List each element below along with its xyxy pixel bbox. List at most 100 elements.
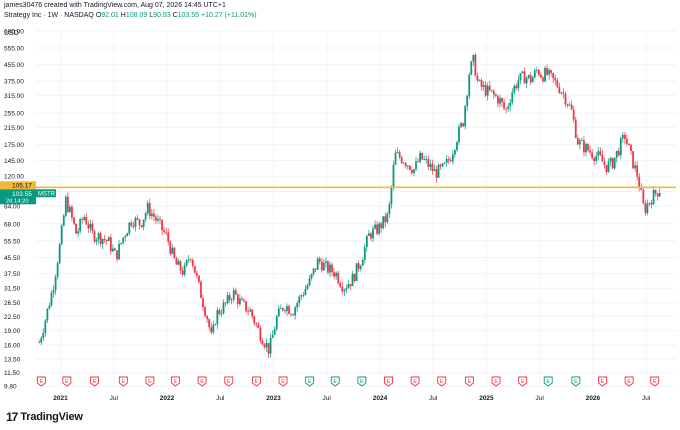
- earnings-marker-label: E: [227, 379, 231, 385]
- candle-body: [93, 231, 96, 242]
- candle-body: [390, 186, 393, 205]
- candle-body: [290, 313, 292, 315]
- y-tick-label: 455.00: [4, 62, 24, 69]
- candle-body: [419, 152, 421, 162]
- ohlc-legend: Strategy Inc · 1W · NASDAQ O92.01 H108.0…: [4, 12, 257, 19]
- earnings-marker[interactable]: E: [571, 376, 581, 387]
- price-axis[interactable]: 680.00 555.00 455.00 375.00 315.00 255.00 215.…: [4, 29, 24, 391]
- candle-body: [155, 216, 157, 221]
- candle-body: [281, 308, 284, 311]
- tradingview-brand[interactable]: 17 TradingView: [6, 410, 83, 424]
- earnings-marker-shape: [491, 376, 501, 387]
- candle-body: [413, 169, 415, 174]
- candle-body: [441, 163, 444, 167]
- earnings-marker-label: E: [174, 379, 178, 385]
- candle-body: [181, 270, 184, 275]
- price-chart[interactable]: 680.00 555.00 455.00 375.00 315.00 255.00 215.…: [0, 0, 680, 405]
- earnings-marker[interactable]: E: [171, 376, 180, 387]
- candle-body: [458, 126, 460, 143]
- candle-body: [574, 119, 577, 138]
- candle-body: [464, 106, 467, 127]
- earnings-marker[interactable]: E: [384, 376, 393, 387]
- candle-body: [306, 285, 309, 290]
- earnings-marker[interactable]: E: [90, 376, 100, 387]
- candle-body: [267, 343, 270, 354]
- earnings-marker[interactable]: E: [624, 376, 634, 387]
- candle-body: [456, 142, 458, 151]
- candle-body: [648, 202, 651, 204]
- candle-body: [484, 85, 487, 96]
- candle-body: [46, 308, 49, 321]
- earnings-marker[interactable]: E: [330, 376, 340, 387]
- candle-body: [216, 310, 219, 325]
- earnings-marker[interactable]: E: [518, 376, 528, 387]
- candle-body: [42, 332, 45, 339]
- candle-body: [380, 223, 383, 229]
- earnings-marker[interactable]: E: [650, 376, 660, 387]
- candle-body: [247, 311, 249, 313]
- time-axis[interactable]: 2021 Jul 2022 Jul 2023 Jul 2024 Jul 2025 Jul 2026 J…: [53, 395, 651, 402]
- candle-body: [425, 159, 428, 160]
- candle-body: [200, 281, 202, 299]
- candle-body: [62, 215, 65, 226]
- earnings-marker[interactable]: E: [543, 376, 553, 387]
- candle-body: [277, 308, 280, 317]
- earnings-marker[interactable]: E: [464, 376, 474, 387]
- candle-body: [431, 163, 434, 171]
- candle-body: [372, 228, 374, 239]
- candle-body: [394, 152, 397, 165]
- candle-body: [644, 203, 647, 213]
- earnings-marker[interactable]: E: [197, 376, 207, 387]
- x-tick-label: 2022: [160, 395, 175, 402]
- earnings-marker-shape: [330, 376, 340, 387]
- candle-body: [97, 233, 100, 240]
- candle-body: [351, 274, 354, 287]
- earnings-marker[interactable]: E: [437, 376, 447, 387]
- candle-body: [60, 225, 63, 245]
- earnings-marker[interactable]: E: [357, 376, 367, 387]
- earnings-marker[interactable]: E: [118, 376, 128, 387]
- earnings-marker[interactable]: E: [36, 376, 46, 387]
- candle-body: [316, 258, 319, 270]
- earnings-marker[interactable]: E: [598, 376, 607, 387]
- candle-body: [148, 203, 151, 217]
- candle-body: [226, 295, 229, 304]
- earnings-marker[interactable]: E: [251, 376, 261, 387]
- candle-body: [640, 187, 643, 190]
- candle-body: [208, 319, 211, 328]
- candle-body: [415, 161, 417, 170]
- candle-body: [189, 259, 192, 261]
- candle-body: [630, 145, 632, 152]
- candle-body: [359, 265, 362, 269]
- earnings-marker[interactable]: E: [278, 376, 288, 387]
- change-value: +10.27 (+11.01%): [201, 12, 257, 19]
- candle-body: [232, 290, 235, 300]
- candle-body: [167, 232, 170, 242]
- candle-body: [335, 272, 338, 277]
- instrument-name[interactable]: Strategy Inc · 1W · NASDAQ: [4, 12, 94, 19]
- candle-body: [617, 150, 620, 156]
- candle-body: [445, 158, 448, 163]
- candle-body: [288, 306, 290, 314]
- earnings-marker[interactable]: E: [410, 376, 420, 387]
- earnings-marker[interactable]: E: [491, 376, 501, 387]
- earnings-marker[interactable]: E: [305, 376, 315, 387]
- candle-body: [292, 314, 295, 316]
- candle-body: [152, 213, 155, 217]
- earnings-marker[interactable]: E: [62, 376, 72, 387]
- candle-body: [564, 93, 567, 105]
- candle-body: [517, 80, 520, 89]
- earnings-marker-shape: [571, 376, 581, 387]
- candle-body: [341, 286, 344, 292]
- candle-body: [619, 138, 622, 156]
- earnings-marker[interactable]: E: [145, 376, 155, 387]
- close-label: C: [172, 12, 178, 19]
- candle-body: [474, 54, 477, 76]
- candle-body: [650, 202, 653, 205]
- candle-body: [75, 223, 77, 234]
- earnings-marker[interactable]: E: [224, 376, 234, 387]
- candle-body: [71, 206, 73, 218]
- candle-body: [107, 237, 110, 242]
- candle-body: [556, 80, 559, 87]
- candle-body: [537, 69, 540, 75]
